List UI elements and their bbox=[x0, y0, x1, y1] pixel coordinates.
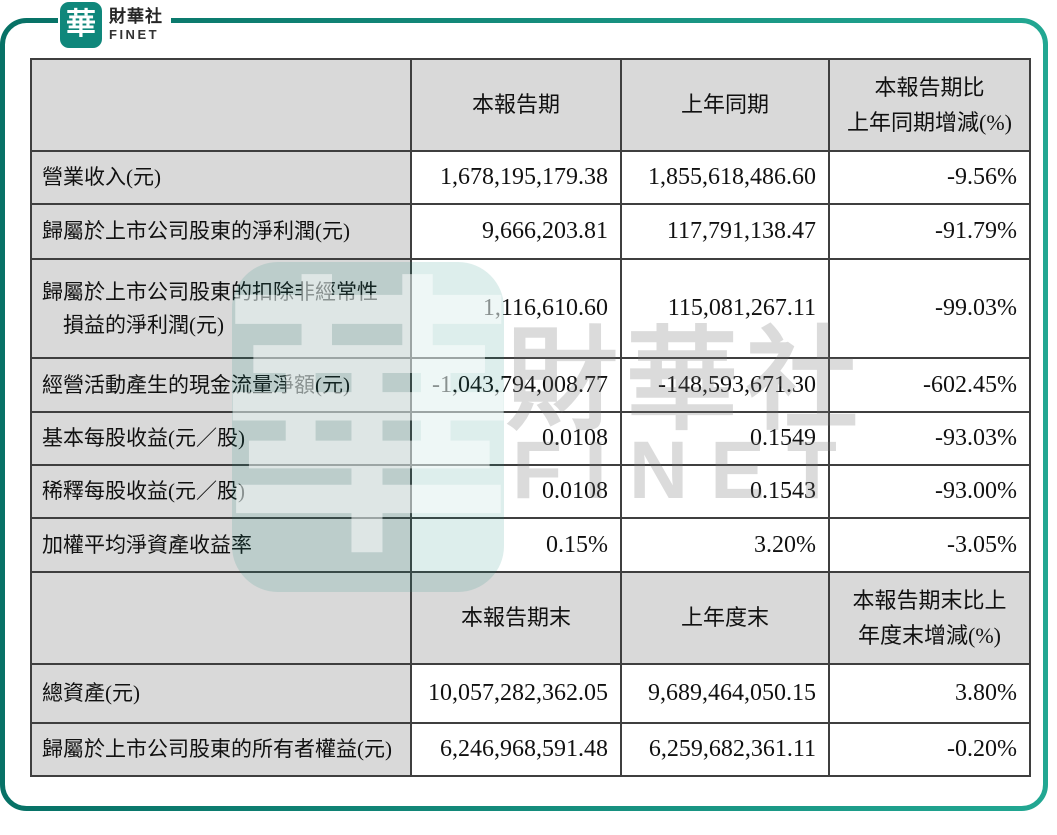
value-current: 0.0108 bbox=[410, 464, 622, 519]
table-row-diluted-eps: 稀釋每股收益(元／股) 0.0108 0.1543 -93.00% bbox=[30, 464, 1031, 519]
header-prior-year-end: 上年度末 bbox=[620, 571, 830, 665]
value-current: 0.15% bbox=[410, 517, 622, 573]
row-label: 經營活動產生的現金流量淨額(元) bbox=[30, 357, 412, 413]
value-change: -93.00% bbox=[828, 464, 1031, 519]
logo-name-en: FINET bbox=[109, 26, 160, 42]
value-change: -602.45% bbox=[828, 357, 1031, 413]
header-change-pct: 本報告期比 上年同期增減(%) bbox=[828, 58, 1031, 152]
value-current: 1,116,610.60 bbox=[410, 258, 622, 359]
value-prior: 0.1549 bbox=[620, 411, 830, 466]
table-row-revenue: 營業收入(元) 1,678,195,179.38 1,855,618,486.6… bbox=[30, 150, 1031, 205]
row-label: 總資產(元) bbox=[30, 663, 412, 724]
header-empty-cell bbox=[30, 571, 412, 665]
table-row-shareholders-equity: 歸屬於上市公司股東的所有者權益(元) 6,246,968,591.48 6,25… bbox=[30, 722, 1031, 777]
logo-name-zh: 財華社 bbox=[109, 6, 163, 26]
table-row-total-assets: 總資產(元) 10,057,282,362.05 9,689,464,050.1… bbox=[30, 663, 1031, 724]
table-row-basic-eps: 基本每股收益(元／股) 0.0108 0.1549 -93.03% bbox=[30, 411, 1031, 466]
value-prior: 0.1543 bbox=[620, 464, 830, 519]
header-empty-cell bbox=[30, 58, 412, 152]
header-prior-period: 上年同期 bbox=[620, 58, 830, 152]
value-change: -9.56% bbox=[828, 150, 1031, 205]
value-change: -91.79% bbox=[828, 203, 1031, 260]
value-current: 1,678,195,179.38 bbox=[410, 150, 622, 205]
table-row-net-profit: 歸屬於上市公司股東的淨利潤(元) 9,666,203.81 117,791,13… bbox=[30, 203, 1031, 260]
value-change: -0.20% bbox=[828, 722, 1031, 777]
value-current: -1,043,794,008.77 bbox=[410, 357, 622, 413]
value-prior: 117,791,138.47 bbox=[620, 203, 830, 260]
finet-logo: 華 財華社 FINET bbox=[58, 0, 171, 50]
value-change: -93.03% bbox=[828, 411, 1031, 466]
header-current-period: 本報告期 bbox=[410, 58, 622, 152]
table-row-weighted-avg-roe: 加權平均淨資產收益率 0.15% 3.20% -3.05% bbox=[30, 517, 1031, 573]
value-prior: 115,081,267.11 bbox=[620, 258, 830, 359]
financial-table: 本報告期 上年同期 本報告期比 上年同期增減(%) 營業收入(元) 1,678,… bbox=[30, 58, 1031, 777]
table-header-period-end: 本報告期末 上年度末 本報告期末比上 年度末增減(%) bbox=[30, 571, 1031, 665]
value-prior: 6,259,682,361.11 bbox=[620, 722, 830, 777]
value-current: 6,246,968,591.48 bbox=[410, 722, 622, 777]
value-prior: 3.20% bbox=[620, 517, 830, 573]
row-label: 歸屬於上市公司股東的扣除非經常性 損益的淨利潤(元) bbox=[30, 258, 412, 359]
row-label: 營業收入(元) bbox=[30, 150, 412, 205]
value-current: 10,057,282,362.05 bbox=[410, 663, 622, 724]
value-change: 3.80% bbox=[828, 663, 1031, 724]
row-label: 稀釋每股收益(元／股) bbox=[30, 464, 412, 519]
value-current: 0.0108 bbox=[410, 411, 622, 466]
seal-character: 華 bbox=[66, 8, 96, 41]
header-change-pct-end: 本報告期末比上 年度末增減(%) bbox=[828, 571, 1031, 665]
value-change: -99.03% bbox=[828, 258, 1031, 359]
value-prior: 1,855,618,486.60 bbox=[620, 150, 830, 205]
value-prior: -148,593,671.30 bbox=[620, 357, 830, 413]
logo-text: 財華社 FINET bbox=[109, 6, 163, 42]
table-header-period: 本報告期 上年同期 本報告期比 上年同期增減(%) bbox=[30, 58, 1031, 152]
row-label: 歸屬於上市公司股東的所有者權益(元) bbox=[30, 722, 412, 777]
value-current: 9,666,203.81 bbox=[410, 203, 622, 260]
row-label: 基本每股收益(元／股) bbox=[30, 411, 412, 466]
row-label: 加權平均淨資產收益率 bbox=[30, 517, 412, 573]
table-row-operating-cash-flow: 經營活動產生的現金流量淨額(元) -1,043,794,008.77 -148,… bbox=[30, 357, 1031, 413]
value-change: -3.05% bbox=[828, 517, 1031, 573]
header-current-period-end: 本報告期末 bbox=[410, 571, 622, 665]
value-prior: 9,689,464,050.15 bbox=[620, 663, 830, 724]
finet-seal-icon: 華 bbox=[60, 2, 102, 48]
row-label: 歸屬於上市公司股東的淨利潤(元) bbox=[30, 203, 412, 260]
table-row-net-profit-excl-nonrecurring: 歸屬於上市公司股東的扣除非經常性 損益的淨利潤(元) 1,116,610.60 … bbox=[30, 258, 1031, 359]
